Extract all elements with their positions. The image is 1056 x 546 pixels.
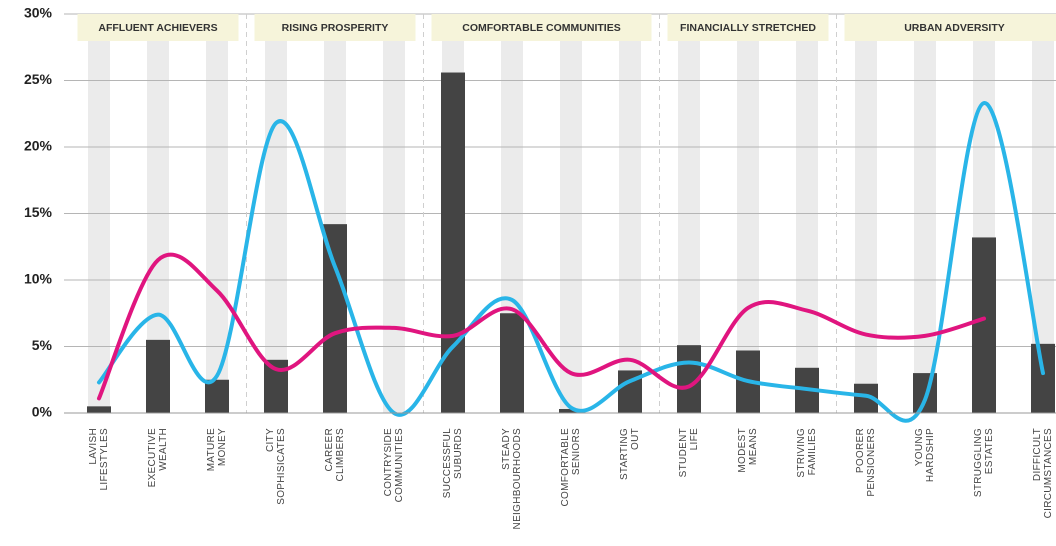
x-tick-label: MEANS <box>748 428 759 465</box>
group-label: FINANCIALLY STRETCHED <box>680 22 816 34</box>
y-tick-label: 10% <box>24 271 53 287</box>
x-tick-label: YOUNG <box>914 428 925 466</box>
category-label: EXECUTIVE WEALTH <box>147 428 169 487</box>
line <box>97 101 1045 423</box>
bar <box>913 373 937 413</box>
category-label: STRUGGLING ESTATES <box>973 428 995 497</box>
x-tick-label: MATURE <box>206 428 217 471</box>
category-label: SUCCESSFUL SUBURDS <box>442 428 464 498</box>
x-tick-label: OUT <box>630 428 641 450</box>
category-label: MATURE MONEY <box>206 428 228 471</box>
group-header <box>77 14 239 41</box>
x-tick-label: COMMUNITIES <box>394 428 405 502</box>
x-tick-label: CITY <box>265 428 276 452</box>
y-tick-label: 5% <box>32 337 53 353</box>
category-label: YOUNG HARDSHIP <box>914 428 936 482</box>
x-tick-label: EXECUTIVE <box>147 428 158 487</box>
line <box>97 252 986 401</box>
category-label: LAVISH LIFESTYLES <box>88 428 110 490</box>
y-tick-label: 30% <box>24 5 53 21</box>
x-tick-label: SOPHISICATES <box>276 428 287 505</box>
category-label: STARTING OUT <box>619 428 641 480</box>
category-label: CITY SOPHISICATES <box>265 428 287 505</box>
bar <box>146 339 170 413</box>
category-label: STEADY NEIGHBOURHOODS <box>501 428 523 529</box>
bar <box>500 313 524 413</box>
y-tick-label: 0% <box>32 404 53 420</box>
x-tick-label: LIFE <box>689 428 700 450</box>
group-header <box>844 14 1056 41</box>
bar <box>87 406 111 413</box>
group-header <box>431 14 652 41</box>
x-tick-label: WEALTH <box>158 428 169 471</box>
category-label: CAREER CLIMBERS <box>324 428 346 482</box>
category-label: CONTRYSIDE COMMUNITIES <box>383 428 405 502</box>
group-label: AFFLUENT ACHIEVERS <box>98 22 217 34</box>
x-tick-label: FAMILIES <box>807 428 818 475</box>
category-label: STRIVING FAMILIES <box>796 428 818 478</box>
category-label: COMFORTABLE SENIORS <box>560 428 582 507</box>
x-tick-label: LAVISH <box>88 428 99 465</box>
x-tick-label: CLIMBERS <box>335 428 346 482</box>
x-tick-label: HARDSHIP <box>925 428 936 482</box>
x-tick-label: LIFESTYLES <box>99 428 110 490</box>
category-label: MODEST MEANS <box>737 428 759 473</box>
x-tick-label: PENSIONERS <box>866 428 877 497</box>
x-tick-label: STEADY <box>501 428 512 470</box>
x-tick-label: COMFORTABLE <box>560 428 571 507</box>
x-tick-label: MODEST <box>737 428 748 473</box>
bar <box>1031 343 1055 413</box>
y-tick-label: 15% <box>24 204 53 220</box>
group-label: RISING PROSPERITY <box>282 22 389 34</box>
x-tick-label: POORER <box>855 428 866 473</box>
bar <box>559 409 583 413</box>
category-label: DIFFICULT CIRCUMSTANCES <box>1032 428 1054 518</box>
bar <box>205 379 229 413</box>
x-tick-label: CIRCUMSTANCES <box>1043 428 1054 518</box>
x-tick-label: STARTING <box>619 428 630 480</box>
x-tick-label: ESTATES <box>984 428 995 474</box>
x-tick-label: STUDENT <box>678 428 689 477</box>
x-tick-label: MONEY <box>217 428 228 466</box>
bar <box>323 224 347 413</box>
category-label: POORER PENSIONERS <box>855 428 877 497</box>
x-tick-label: STRUGGLING <box>973 428 984 497</box>
group-header <box>254 14 416 41</box>
x-tick-label: SUBURDS <box>453 428 464 479</box>
x-tick-label: SENIORS <box>571 428 582 475</box>
bar <box>972 237 996 413</box>
x-tick-label: STRIVING <box>796 428 807 478</box>
bar <box>441 72 465 414</box>
x-tick-label: NEIGHBOURHOODS <box>512 428 523 529</box>
group-label: URBAN ADVERSITY <box>904 22 1005 34</box>
x-tick-label: CONTRYSIDE <box>383 428 394 496</box>
y-tick-label: 25% <box>24 71 53 87</box>
group-header <box>667 14 829 41</box>
x-tick-label: DIFFICULT <box>1032 428 1043 481</box>
y-tick-label: 20% <box>24 138 53 154</box>
x-tick-label: SUCCESSFUL <box>442 428 453 498</box>
group-label: COMFORTABLE COMMUNITIES <box>462 22 620 34</box>
category-label: STUDENT LIFE <box>678 428 700 477</box>
x-tick-label: CAREER <box>324 428 335 471</box>
